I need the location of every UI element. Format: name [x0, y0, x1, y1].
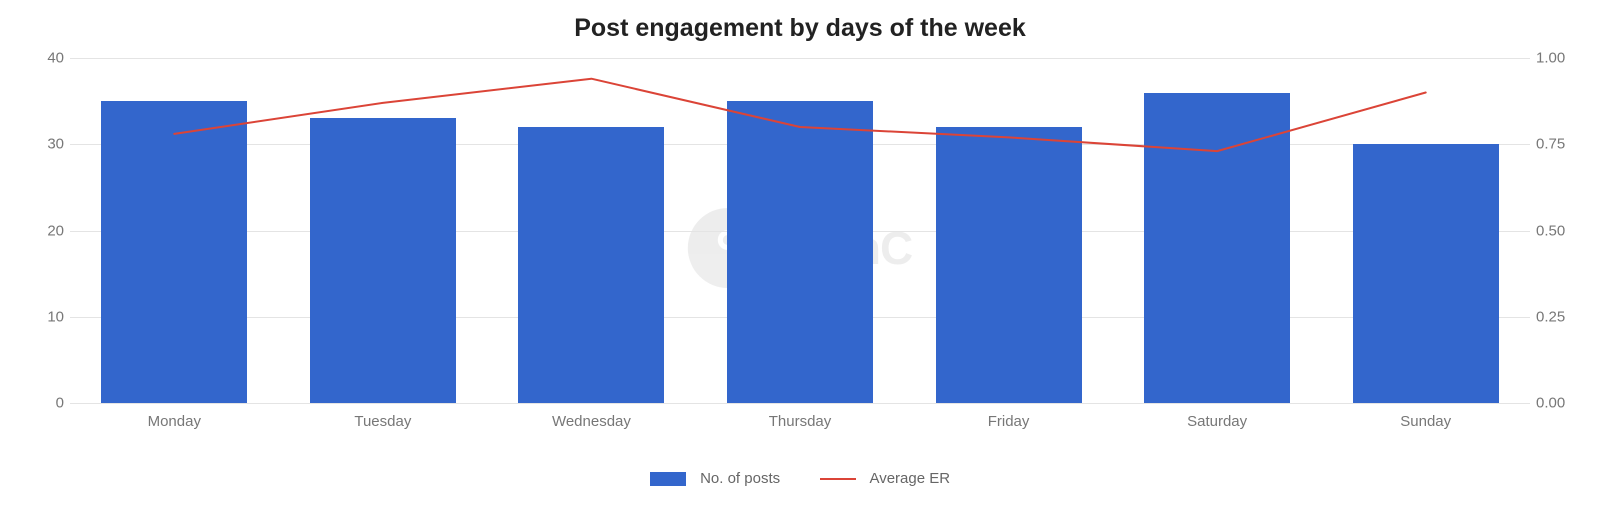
legend-item-line: Average ER	[820, 470, 950, 487]
x-tick: Saturday	[1187, 403, 1247, 430]
chart-title: Post engagement by days of the week	[0, 0, 1600, 43]
x-tick: Wednesday	[552, 403, 631, 430]
x-tick: Friday	[988, 403, 1030, 430]
line-series	[70, 58, 1530, 403]
chart-plot-area: N onC 0102030400.000.250.500.751.00Monda…	[70, 58, 1530, 403]
legend-swatch-bars	[650, 472, 686, 486]
y-left-tick: 10	[30, 308, 64, 325]
x-tick: Sunday	[1400, 403, 1451, 430]
legend-label-line: Average ER	[869, 470, 950, 487]
y-right-tick: 0.25	[1536, 308, 1580, 325]
x-tick: Tuesday	[354, 403, 411, 430]
y-right-tick: 0.75	[1536, 136, 1580, 153]
legend-swatch-line	[820, 478, 856, 480]
x-tick: Monday	[148, 403, 201, 430]
y-right-tick: 0.00	[1536, 395, 1580, 412]
y-left-tick: 20	[30, 222, 64, 239]
y-right-tick: 0.50	[1536, 222, 1580, 239]
y-left-tick: 0	[30, 395, 64, 412]
chart-legend: No. of posts Average ER	[0, 470, 1600, 487]
x-tick: Thursday	[769, 403, 832, 430]
y-left-tick: 40	[30, 50, 64, 67]
y-left-tick: 30	[30, 136, 64, 153]
legend-label-bars: No. of posts	[700, 470, 780, 487]
y-right-tick: 1.00	[1536, 50, 1580, 67]
legend-item-bars: No. of posts	[650, 470, 780, 487]
